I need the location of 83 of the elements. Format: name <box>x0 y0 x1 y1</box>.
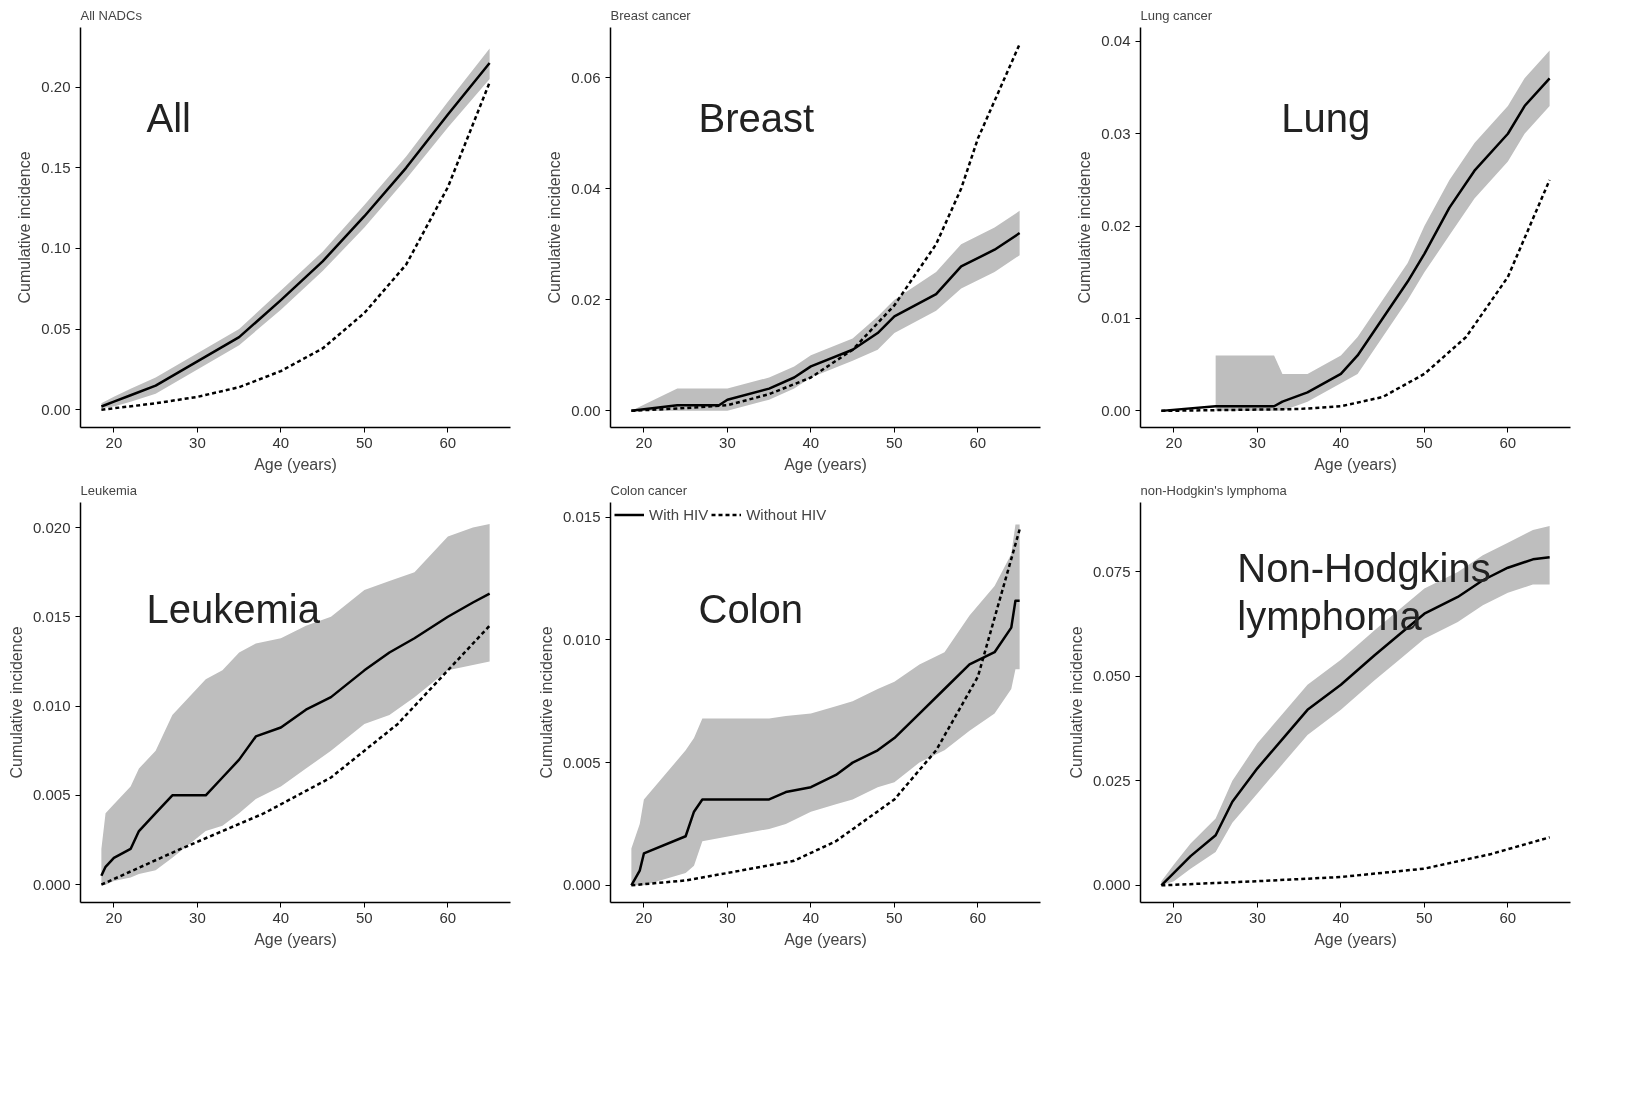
x-tick-label: 30 <box>1249 433 1266 451</box>
chart-title: non-Hodgkin's lymphoma <box>1140 482 1288 498</box>
y-tick-label: 0.015 <box>32 607 71 625</box>
y-axis-title: Cumulative incidence <box>1076 151 1094 304</box>
x-tick-label: 30 <box>719 433 736 451</box>
x-tick-label: 50 <box>886 433 903 451</box>
chart-title: All NADCs <box>80 7 143 23</box>
x-tick-label: 20 <box>1165 433 1183 451</box>
y-tick-label: 0.01 <box>1101 309 1131 327</box>
x-tick-label: 60 <box>969 433 987 451</box>
x-tick-label: 30 <box>189 908 206 926</box>
annotation: Colon <box>698 586 804 631</box>
x-tick-label: 20 <box>105 433 123 451</box>
y-tick-label: 0.02 <box>571 290 601 308</box>
chart-title: Colon cancer <box>610 482 688 498</box>
y-tick-label: 0.06 <box>571 68 601 86</box>
x-tick-label: 40 <box>1332 908 1350 926</box>
y-tick-label: 0.050 <box>1092 667 1131 685</box>
annotation: Lung <box>1281 95 1371 140</box>
y-tick-label: 0.02 <box>1101 217 1131 235</box>
y-tick-label: 0.005 <box>32 786 71 804</box>
x-tick-label: 60 <box>439 908 457 926</box>
y-tick-label: 0.010 <box>562 630 601 648</box>
y-axis-title: Cumulative incidence <box>1067 626 1085 779</box>
x-tick-label: 30 <box>719 908 736 926</box>
x-tick-label: 40 <box>272 908 290 926</box>
x-tick-label: 50 <box>356 433 373 451</box>
x-tick-label: 40 <box>802 908 820 926</box>
y-tick-label: 0.000 <box>32 875 71 893</box>
x-axis-title: Age (years) <box>784 930 867 948</box>
y-tick-label: 0.015 <box>562 508 601 526</box>
x-tick-label: 50 <box>1416 433 1433 451</box>
y-tick-label: 0.03 <box>1101 124 1131 142</box>
x-tick-label: 20 <box>635 433 653 451</box>
x-tick-label: 60 <box>969 908 987 926</box>
x-tick-label: 30 <box>189 433 206 451</box>
legend-label: With HIV <box>649 506 709 523</box>
chart-title: Leukemia <box>80 482 138 498</box>
y-axis-title: Cumulative incidence <box>537 626 555 779</box>
annotation: Leukemia <box>146 586 321 631</box>
x-tick-label: 60 <box>439 433 457 451</box>
annotation: All <box>146 95 191 140</box>
annotation: Breast <box>698 95 815 140</box>
y-tick-label: 0.000 <box>562 876 601 894</box>
chart-title: Lung cancer <box>1140 7 1213 23</box>
y-tick-label: 0.075 <box>1092 562 1131 580</box>
x-axis-title: Age (years) <box>254 455 337 473</box>
y-tick-label: 0.010 <box>32 697 71 715</box>
x-tick-label: 60 <box>1499 433 1517 451</box>
y-tick-label: 0.20 <box>41 78 71 96</box>
annotation: Non-Hodgkins lymphoma <box>1237 546 1491 639</box>
x-tick-label: 60 <box>1499 908 1517 926</box>
chart-title: Breast cancer <box>610 7 692 23</box>
y-axis-title: Cumulative incidence <box>16 151 34 304</box>
y-tick-label: 0.10 <box>41 239 71 257</box>
y-tick-label: 0.020 <box>32 518 71 536</box>
x-tick-label: 40 <box>272 433 290 451</box>
y-tick-label: 0.00 <box>1101 401 1131 419</box>
y-tick-label: 0.005 <box>562 753 601 771</box>
y-axis-title: Cumulative incidence <box>546 151 564 304</box>
x-axis-title: Age (years) <box>1314 455 1397 473</box>
x-tick-label: 30 <box>1249 908 1266 926</box>
x-tick-label: 20 <box>105 908 123 926</box>
x-axis-title: Age (years) <box>1314 930 1397 948</box>
y-tick-label: 0.025 <box>1092 771 1131 789</box>
x-axis-title: Age (years) <box>784 455 867 473</box>
y-tick-label: 0.04 <box>1101 32 1131 50</box>
y-tick-label: 0.00 <box>571 401 601 419</box>
y-tick-label: 0.15 <box>41 158 71 176</box>
x-tick-label: 20 <box>635 908 653 926</box>
x-tick-label: 50 <box>1416 908 1433 926</box>
x-tick-label: 20 <box>1165 908 1183 926</box>
y-tick-label: 0.05 <box>41 320 71 338</box>
legend-label: Without HIV <box>746 506 827 523</box>
x-tick-label: 40 <box>1332 433 1350 451</box>
y-tick-label: 0.04 <box>571 179 601 197</box>
y-tick-label: 0.000 <box>1092 876 1131 894</box>
y-axis-title: Cumulative incidence <box>7 626 25 779</box>
x-tick-label: 50 <box>886 908 903 926</box>
y-tick-label: 0.00 <box>41 400 71 418</box>
x-tick-label: 50 <box>356 908 373 926</box>
x-tick-label: 40 <box>802 433 820 451</box>
x-axis-title: Age (years) <box>254 930 337 948</box>
